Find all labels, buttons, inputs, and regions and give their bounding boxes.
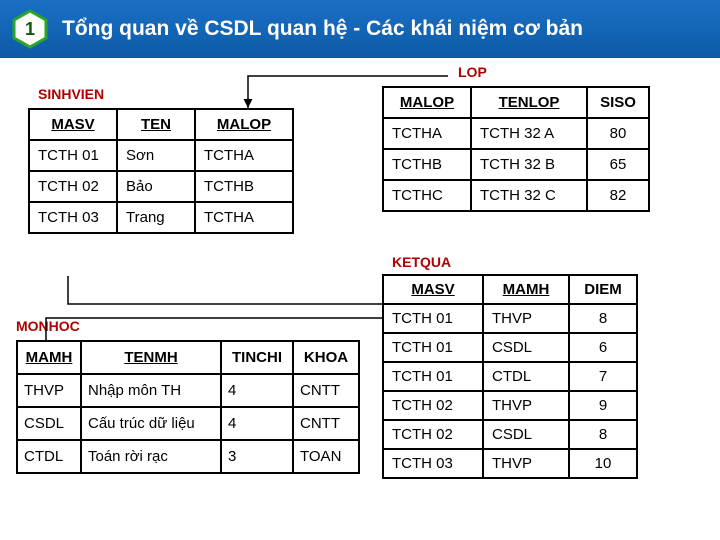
col-masv: MASV [383,275,483,304]
col-khoa: KHOA [293,341,359,374]
col-ten: TEN [117,109,195,140]
sinhvien-table: MASV TEN MALOP TCTH 01SơnTCTHA TCTH 02Bả… [28,108,294,234]
lop-table: MALOP TENLOP SISO TCTHATCTH 32 A80 TCTHB… [382,86,650,212]
col-tenlop: TENLOP [471,87,587,118]
col-mamh: MAMH [483,275,569,304]
page-header: 1 Tổng quan về CSDL quan hệ - Các khái n… [0,0,720,58]
section-number: 1 [25,19,35,40]
col-malop: MALOP [195,109,293,140]
hexagon-badge: 1 [12,9,48,49]
table-row: TCTHATCTH 32 A80 [383,118,649,149]
table-row: TCTH 02BảoTCTHB [29,171,293,202]
page-title: Tổng quan về CSDL quan hệ - Các khái niệ… [62,17,583,41]
col-tenmh: TENMH [81,341,221,374]
table-row: TCTH 02THVP9 [383,391,637,420]
table-header-row: MASV MAMH DIEM [383,275,637,304]
col-tinchi: TINCHI [221,341,293,374]
table-row: CTDLToán rời rạc3TOAN [17,440,359,473]
col-masv: MASV [29,109,117,140]
table-row: CSDLCấu trúc dữ liệu4CNTT [17,407,359,440]
content-area: LOP SINHVIEN KETQUA MONHOC MASV TEN MALO… [0,58,720,68]
table-row: TCTH 01CSDL6 [383,333,637,362]
monhoc-label: MONHOC [16,318,80,334]
table-row: TCTH 01THVP8 [383,304,637,333]
table-row: TCTH 03TrangTCTHA [29,202,293,233]
col-siso: SISO [587,87,649,118]
table-row: TCTH 03THVP10 [383,449,637,478]
table-header-row: MAMH TENMH TINCHI KHOA [17,341,359,374]
arrow-sinhvien-to-ketqua [28,274,398,334]
table-row: THVPNhập môn TH4CNTT [17,374,359,407]
ketqua-label: KETQUA [392,254,451,270]
table-row: TCTH 01SơnTCTHA [29,140,293,171]
sinhvien-label: SINHVIEN [38,86,104,102]
lop-label: LOP [458,64,487,80]
table-row: TCTHCTCTH 32 C82 [383,180,649,211]
ketqua-table: MASV MAMH DIEM TCTH 01THVP8 TCTH 01CSDL6… [382,274,638,479]
table-row: TCTHBTCTH 32 B65 [383,149,649,180]
col-mamh: MAMH [17,341,81,374]
col-diem: DIEM [569,275,637,304]
table-header-row: MASV TEN MALOP [29,109,293,140]
table-header-row: MALOP TENLOP SISO [383,87,649,118]
monhoc-table: MAMH TENMH TINCHI KHOA THVPNhập môn TH4C… [16,340,360,474]
col-malop: MALOP [383,87,471,118]
table-row: TCTH 01CTDL7 [383,362,637,391]
table-row: TCTH 02CSDL8 [383,420,637,449]
